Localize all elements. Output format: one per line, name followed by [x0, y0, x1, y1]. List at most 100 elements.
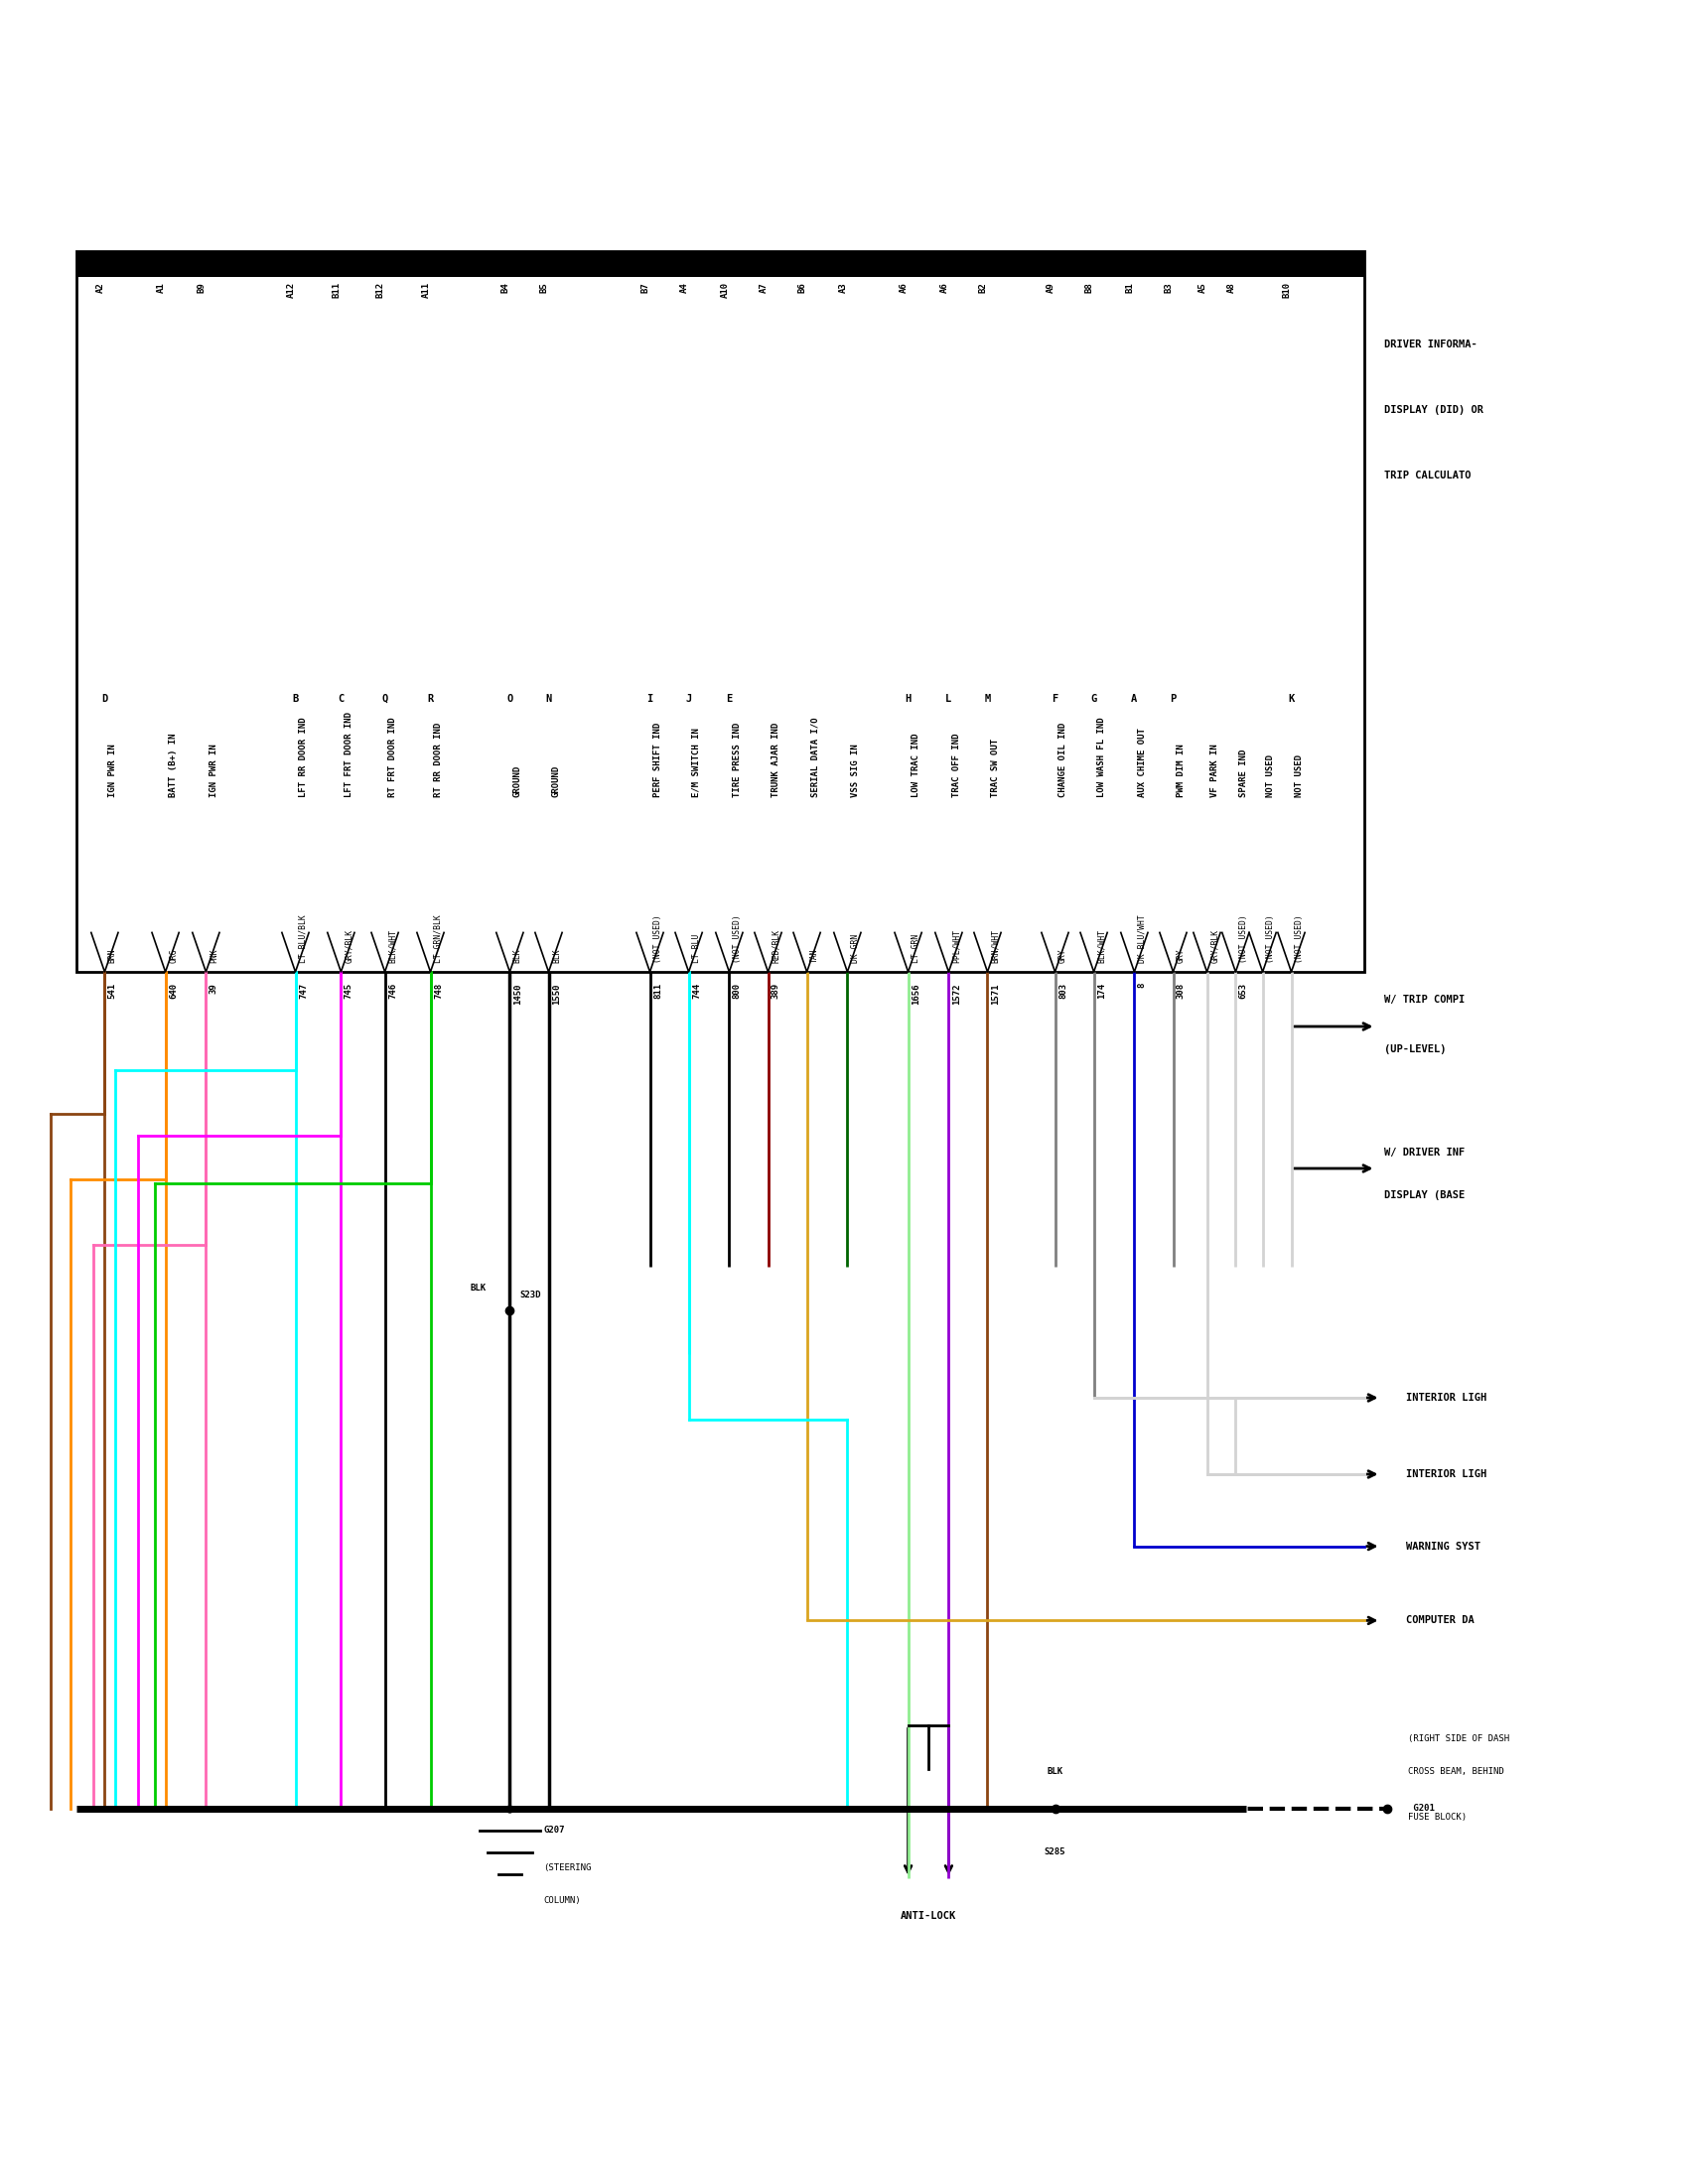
Text: BLK: BLK — [1047, 1767, 1063, 1776]
Text: RT RR DOOR IND: RT RR DOOR IND — [434, 723, 442, 797]
Text: (RIGHT SIDE OF DASH: (RIGHT SIDE OF DASH — [1408, 1734, 1509, 1743]
Text: VSS SIG IN: VSS SIG IN — [851, 745, 859, 797]
Text: TRAC OFF IND: TRAC OFF IND — [952, 734, 960, 797]
Text: PPL/WHT: PPL/WHT — [952, 928, 960, 963]
Text: ORG: ORG — [169, 948, 177, 963]
Text: (STEERING: (STEERING — [544, 1863, 591, 1872]
Text: H: H — [905, 695, 912, 703]
Text: FUSE BLOCK): FUSE BLOCK) — [1408, 1813, 1467, 1821]
Text: TRIP CALCULATO: TRIP CALCULATO — [1384, 470, 1470, 480]
Text: DK BLU/WHT: DK BLU/WHT — [1138, 915, 1146, 963]
Text: NOT USED: NOT USED — [1266, 753, 1274, 797]
Text: P: P — [1170, 695, 1177, 703]
Text: C: C — [338, 695, 344, 703]
Text: K: K — [1288, 695, 1295, 703]
Text: BATT (B+) IN: BATT (B+) IN — [169, 734, 177, 797]
Text: S285: S285 — [1045, 1848, 1065, 1856]
Text: SPARE IND: SPARE IND — [1239, 749, 1247, 797]
Text: DISPLAY (BASE: DISPLAY (BASE — [1384, 1190, 1465, 1201]
Text: WARNING SYST: WARNING SYST — [1406, 1542, 1480, 1551]
Text: 640: 640 — [169, 983, 177, 998]
Text: B9: B9 — [197, 282, 206, 293]
Text: IGN PWR IN: IGN PWR IN — [209, 745, 218, 797]
Text: A: A — [1131, 695, 1138, 703]
Text: 1450: 1450 — [513, 983, 522, 1005]
Text: B8: B8 — [1085, 282, 1094, 293]
Text: A8: A8 — [1227, 282, 1236, 293]
Bar — [76, 251, 1364, 277]
Text: CROSS BEAM, BEHIND: CROSS BEAM, BEHIND — [1408, 1767, 1504, 1776]
Text: L: L — [945, 695, 952, 703]
Text: 541: 541 — [108, 983, 116, 998]
Text: (NOT USED): (NOT USED) — [1266, 915, 1274, 963]
Text: IGN PWR IN: IGN PWR IN — [108, 745, 116, 797]
Text: F: F — [1052, 695, 1058, 703]
Text: BLK: BLK — [513, 948, 522, 963]
Text: LFT FRT DOOR IND: LFT FRT DOOR IND — [344, 712, 353, 797]
Text: B4: B4 — [501, 282, 510, 293]
Text: 39: 39 — [209, 983, 218, 994]
Text: W/ DRIVER INF: W/ DRIVER INF — [1384, 1147, 1465, 1158]
Text: O: O — [506, 695, 513, 703]
Text: DK GRN: DK GRN — [851, 935, 859, 963]
Text: B7: B7 — [641, 282, 650, 293]
Bar — [76, 251, 1364, 972]
Text: COMPUTER DA: COMPUTER DA — [1406, 1616, 1474, 1625]
Text: 389: 389 — [771, 983, 780, 998]
Text: GRY/BLK: GRY/BLK — [1210, 928, 1219, 963]
Text: M: M — [984, 695, 991, 703]
Text: B: B — [292, 695, 299, 703]
Text: BRN/WHT: BRN/WHT — [991, 928, 999, 963]
Text: (UP-LEVEL): (UP-LEVEL) — [1384, 1044, 1447, 1055]
Text: D: D — [101, 695, 108, 703]
Text: A5: A5 — [1198, 282, 1207, 293]
Text: BRN: BRN — [108, 948, 116, 963]
Text: (NOT USED): (NOT USED) — [1239, 915, 1247, 963]
Text: INTERIOR LIGH: INTERIOR LIGH — [1406, 1393, 1487, 1402]
Text: G201: G201 — [1408, 1804, 1435, 1813]
Text: G207: G207 — [544, 1826, 565, 1835]
Text: 1572: 1572 — [952, 983, 960, 1005]
Text: B1: B1 — [1126, 282, 1134, 293]
Text: INTERIOR LIGH: INTERIOR LIGH — [1406, 1470, 1487, 1479]
Text: LT BLU: LT BLU — [692, 935, 701, 963]
Text: BLK/WHT: BLK/WHT — [1097, 928, 1106, 963]
Text: LT GRN: LT GRN — [912, 935, 920, 963]
Text: DISPLAY (DID) OR: DISPLAY (DID) OR — [1384, 404, 1484, 415]
Text: COLUMN): COLUMN) — [544, 1896, 581, 1904]
Text: GRY: GRY — [1058, 948, 1067, 963]
Text: BLK: BLK — [552, 948, 560, 963]
Text: DRIVER INFORMA-: DRIVER INFORMA- — [1384, 339, 1477, 349]
Text: B11: B11 — [333, 282, 341, 297]
Text: GRY/BLK: GRY/BLK — [344, 928, 353, 963]
Text: (NOT USED): (NOT USED) — [1295, 915, 1303, 963]
Text: LOW WASH FL IND: LOW WASH FL IND — [1097, 716, 1106, 797]
Text: R: R — [427, 695, 434, 703]
Text: G: G — [1090, 695, 1097, 703]
Text: B3: B3 — [1165, 282, 1173, 293]
Text: BLK/WHT: BLK/WHT — [388, 928, 397, 963]
Text: LFT RR DOOR IND: LFT RR DOOR IND — [299, 716, 307, 797]
Text: RED/BLK: RED/BLK — [771, 928, 780, 963]
Text: E/M SWITCH IN: E/M SWITCH IN — [692, 727, 701, 797]
Text: B12: B12 — [376, 282, 385, 297]
Text: TAN: TAN — [810, 948, 819, 963]
Text: GROUND: GROUND — [552, 764, 560, 797]
Text: B6: B6 — [798, 282, 807, 293]
Text: B5: B5 — [540, 282, 549, 293]
Text: (NOT USED): (NOT USED) — [653, 915, 662, 963]
Text: 811: 811 — [653, 983, 662, 998]
Text: RT FRT DOOR IND: RT FRT DOOR IND — [388, 716, 397, 797]
Text: W/ TRIP COMPI: W/ TRIP COMPI — [1384, 994, 1465, 1005]
Text: B10: B10 — [1283, 282, 1291, 297]
Text: 746: 746 — [388, 983, 397, 998]
Text: N: N — [545, 695, 552, 703]
Text: A11: A11 — [422, 282, 430, 297]
Text: A9: A9 — [1047, 282, 1055, 293]
Text: A12: A12 — [287, 282, 295, 297]
Text: 744: 744 — [692, 983, 701, 998]
Text: 8: 8 — [1138, 983, 1146, 987]
Text: 1550: 1550 — [552, 983, 560, 1005]
Text: TRAC SW OUT: TRAC SW OUT — [991, 738, 999, 797]
Text: S23D: S23D — [520, 1291, 542, 1299]
